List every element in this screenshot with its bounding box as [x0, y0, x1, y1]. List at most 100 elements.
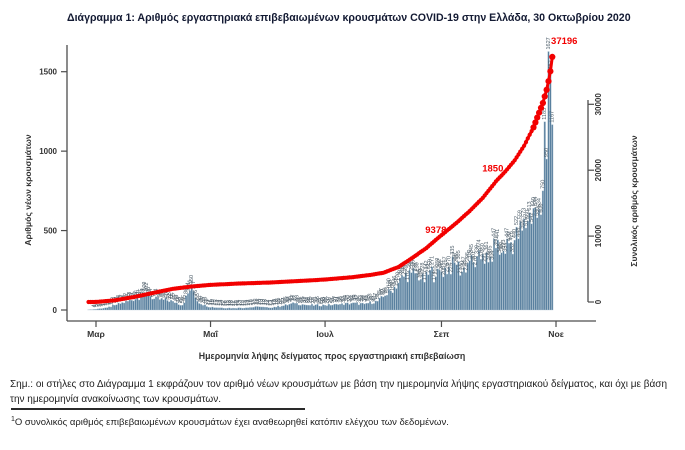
bar [290, 303, 293, 311]
bar [416, 273, 419, 311]
bar [455, 264, 458, 311]
bar [258, 306, 261, 311]
bar [378, 297, 381, 311]
bar [95, 309, 97, 311]
bar-label: 90 [383, 288, 389, 294]
bar [365, 303, 368, 311]
bar [260, 306, 263, 311]
axes-layer: 0 500 1000 1500 0 10000 20000 30000 Μαρ Μαΐ Ιουλ Σε… [39, 45, 603, 339]
bar-label: 750 [540, 180, 546, 189]
x-tick-label: Νοε [548, 329, 564, 339]
bar [179, 305, 182, 311]
bar [419, 279, 422, 311]
bar [393, 286, 396, 311]
bar [491, 261, 494, 311]
bar [389, 290, 392, 311]
bar-label: 15 [214, 299, 220, 305]
bar-label: 76 [135, 290, 141, 296]
bar-label: 9 [97, 304, 103, 307]
bar-label: 4 [92, 304, 98, 307]
bar [123, 302, 126, 311]
bar [149, 296, 152, 311]
bar-label: 37 [334, 296, 340, 302]
bar [102, 308, 105, 311]
bar [434, 276, 437, 311]
bar-label: 25 [317, 298, 323, 304]
bar-label: 1185 [542, 108, 548, 120]
bar [166, 300, 169, 311]
bar [494, 247, 497, 311]
bar [372, 303, 375, 311]
bar [237, 307, 240, 311]
bar [483, 263, 486, 311]
bar [307, 305, 310, 311]
cumulative-line-layer [86, 53, 556, 305]
cumulative-annotation: 37196 [551, 36, 577, 47]
bar-label: 17 [264, 299, 270, 305]
bar [508, 243, 511, 311]
bar-label: 38 [362, 296, 368, 302]
bar [215, 307, 218, 311]
bar-label: 271 [429, 256, 435, 265]
bar [478, 250, 481, 311]
bar [348, 304, 351, 311]
right-tick-label: 20000 [594, 159, 603, 182]
bar [361, 302, 364, 311]
bar [387, 289, 390, 311]
bar [108, 306, 111, 311]
left-tick-label: 500 [44, 227, 58, 236]
bar [252, 307, 255, 311]
bar-label: 516 [523, 217, 529, 226]
bar [279, 306, 281, 311]
left-axis-title: Αριθμός νέων κρουσμάτων [23, 134, 33, 246]
bar [318, 305, 321, 311]
bar-label: 291 [482, 253, 488, 262]
bar [228, 307, 231, 311]
bar [367, 302, 370, 311]
bar [523, 218, 526, 311]
bar [479, 259, 482, 311]
bar-label: 231 [413, 262, 419, 271]
bar [125, 300, 128, 311]
bar-label: 57 [373, 293, 379, 299]
bar-label: 33 [313, 297, 319, 303]
bar-label: 250 [428, 259, 434, 268]
bar [181, 305, 184, 311]
bar [128, 299, 131, 311]
bar-label: 14 [266, 300, 272, 306]
bar-label: 35 [300, 296, 306, 302]
bar-label: 295 [465, 252, 471, 261]
bar [449, 274, 452, 311]
bar [427, 274, 430, 311]
bar-label: 19 [210, 299, 216, 305]
bar-label: 47 [354, 294, 360, 300]
bar [440, 271, 443, 311]
bar-label: 29 [298, 297, 304, 303]
bar-label: 29 [307, 297, 313, 303]
bar-label: 297 [452, 252, 458, 261]
bar-label: 33 [321, 297, 327, 303]
bar [282, 305, 285, 311]
bar-label: 390 [493, 237, 499, 246]
bar [536, 217, 539, 311]
bar [111, 304, 114, 311]
bar-label: 41 [339, 295, 345, 301]
bar [177, 304, 180, 311]
bar [185, 295, 188, 311]
bar [513, 239, 516, 311]
bar [412, 267, 415, 311]
bar [401, 275, 404, 311]
bar-label: 47 [291, 294, 297, 300]
bar [316, 304, 319, 311]
bar [188, 290, 191, 311]
bar-label: 242 [424, 260, 430, 269]
bar [117, 302, 120, 311]
bar-label: 1167 [550, 111, 556, 123]
bar-label: 644 [533, 197, 539, 206]
bar [226, 308, 229, 311]
cumulative-dot [522, 143, 527, 148]
bar [256, 306, 259, 311]
bar-label: 420 [506, 232, 512, 241]
bar-label: 217 [458, 264, 464, 273]
bar-label: 82 [381, 289, 387, 295]
